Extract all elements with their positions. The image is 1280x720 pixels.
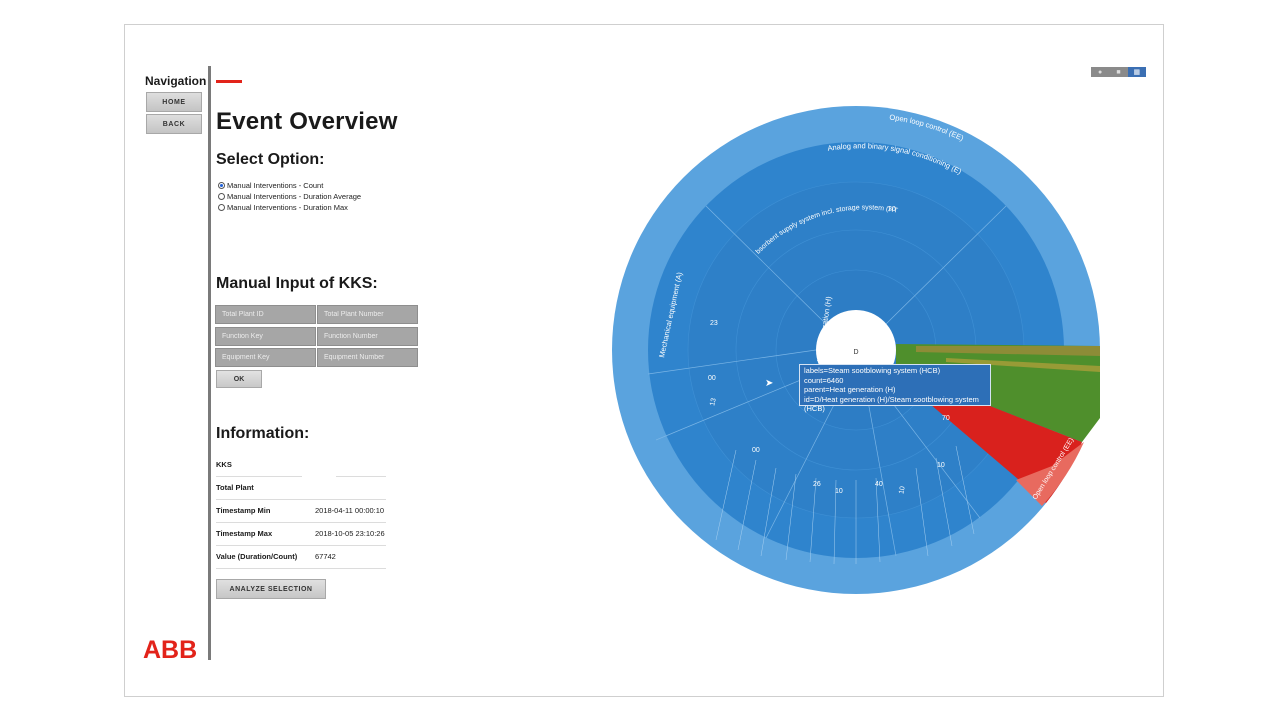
back-button[interactable]: BACK [146, 114, 202, 134]
tooltip-line: count=6460 [804, 375, 844, 385]
value-label: 40 [875, 481, 883, 488]
option-label: Manual Interventions - Count [227, 181, 324, 190]
navigation-title: Navigation [145, 74, 207, 88]
row-divider [216, 476, 302, 477]
analyze-selection-button[interactable]: ANALYZE SELECTION [216, 579, 326, 599]
info-value: 2018-04-11 00:00:10 [315, 506, 385, 515]
select-option-title: Select Option: [216, 151, 325, 168]
info-label: Value (Duration/Count) [216, 552, 298, 561]
info-row-kks: KKS [216, 454, 386, 477]
total-plant-number-input[interactable] [317, 305, 418, 324]
info-label: Total Plant [216, 483, 254, 492]
row-divider [216, 499, 386, 500]
value-label: 20 [888, 206, 896, 213]
info-label: Timestamp Max [216, 529, 273, 538]
sunburst-chart[interactable]: D Open loop control (EE) Analog and bina… [570, 80, 1130, 600]
option-duration-max[interactable]: Manual Interventions - Duration Max [218, 203, 348, 212]
title-accent [216, 80, 242, 83]
equipment-key-input[interactable] [215, 348, 316, 367]
info-value: 2018-10-05 23:10:26 [315, 529, 385, 538]
info-row-timestamp-max: Timestamp Max 2018-10-05 23:10:26 [216, 523, 386, 546]
abb-logo: ABB [143, 636, 198, 664]
total-plant-id-input[interactable] [215, 305, 316, 324]
radio-button[interactable] [218, 204, 225, 211]
radio-button[interactable] [218, 182, 225, 189]
value-label: 70 [942, 415, 950, 422]
row-divider [216, 568, 386, 569]
radio-button[interactable] [218, 193, 225, 200]
tooltip-line: labels=Steam sootblowing system (HCB) [804, 366, 941, 375]
value-label: 23 [710, 320, 718, 327]
ok-button[interactable]: OK [216, 370, 262, 388]
chart-tooltip: labels=Steam sootblowing system (HCB) co… [799, 364, 991, 413]
home-button[interactable]: HOME [146, 92, 202, 112]
info-value: 67742 [315, 552, 336, 561]
value-label: 10 [898, 486, 906, 495]
pointer-cursor-icon: ➤ [765, 378, 774, 389]
row-divider [216, 522, 386, 523]
row-divider [216, 545, 386, 546]
option-count[interactable]: Manual Interventions - Count [218, 181, 323, 190]
tooltip-line: id=D/Heat generation (H)/Steam sootblowi… [804, 394, 979, 414]
function-key-input[interactable] [215, 327, 316, 346]
function-number-input[interactable] [317, 327, 418, 346]
sidebar-divider [208, 66, 211, 660]
option-label: Manual Interventions - Duration Max [227, 203, 348, 212]
info-label: Timestamp Min [216, 506, 271, 515]
camera-icon[interactable]: ● [1098, 68, 1103, 76]
value-label: 26 [813, 481, 821, 488]
chart-icon[interactable]: ▦ [1127, 67, 1146, 77]
info-row-total-plant: Total Plant [216, 477, 386, 500]
value-label: 13 [709, 397, 717, 406]
value-label: 00 [752, 447, 760, 454]
option-duration-average[interactable]: Manual Interventions - Duration Average [218, 192, 361, 201]
kks-input-title: Manual Input of KKS: [216, 275, 378, 292]
info-row-timestamp-min: Timestamp Min 2018-04-11 00:00:10 [216, 500, 386, 523]
page-title: Event Overview [216, 108, 398, 135]
equipment-number-input[interactable] [317, 348, 418, 367]
info-label: KKS [216, 460, 232, 469]
row-divider [336, 476, 386, 477]
option-label: Manual Interventions - Duration Average [227, 192, 362, 201]
value-label: 10 [835, 488, 843, 495]
value-label: 00 [708, 375, 716, 382]
value-label: 10 [937, 462, 945, 469]
information-title: Information: [216, 425, 310, 442]
tooltip-line: parent=Heat generation (H) [804, 385, 896, 394]
chart-toolbar: ● ■ ▦ [1091, 67, 1146, 77]
zoom-icon[interactable]: ■ [1116, 68, 1121, 76]
center-label: D [853, 349, 858, 356]
info-row-value: Value (Duration/Count) 67742 [216, 546, 386, 569]
